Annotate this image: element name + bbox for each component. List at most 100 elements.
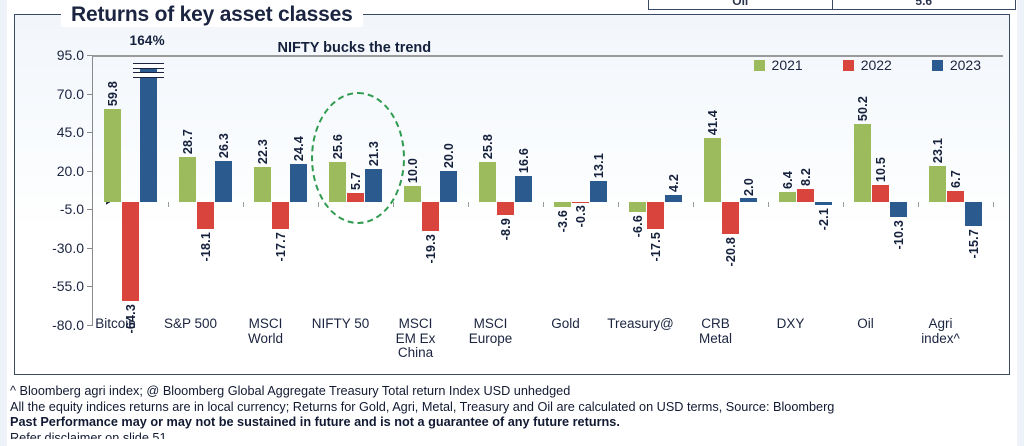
x-category-line: EM Ex	[395, 330, 436, 346]
bar-2023-treasury-[interactable]	[665, 195, 682, 202]
bar-2023-bitcoin[interactable]	[140, 69, 157, 202]
bar-group: 25.8 -8.9 16.6	[468, 55, 543, 325]
bar-2021-bitcoin[interactable]	[104, 109, 121, 202]
x-category-label-treasury-: Treasury@	[603, 316, 678, 332]
bar-2022-msci-em-ex-china[interactable]	[422, 201, 439, 232]
bar-2023-s-p-500[interactable]	[215, 160, 232, 202]
x-category-label-dxy: DXY	[753, 316, 828, 332]
y-tick-label: 70.0	[56, 85, 84, 102]
bar-2021-msci-europe[interactable]	[479, 161, 496, 202]
bar-2021-msci-world[interactable]	[254, 167, 271, 202]
bar-2022-msci-europe[interactable]	[497, 201, 514, 216]
cutoff-table-cell-value: 5.6	[831, 0, 1016, 9]
bar-2023-crb-metal[interactable]	[740, 198, 757, 202]
x-category-label-gold: Gold	[528, 316, 603, 332]
legend-label-2022: 2022	[860, 57, 892, 73]
bar-2022-bitcoin[interactable]	[122, 201, 139, 301]
footnote-line-2: All the equity indices returns are in lo…	[10, 399, 835, 414]
legend-item-2021[interactable]: 2021	[753, 57, 803, 73]
x-category-label-bitcoin: Bitcoin	[78, 316, 153, 332]
bar-2022-agri-index-[interactable]	[947, 191, 964, 202]
y-tick-label: -5.0	[59, 201, 84, 218]
legend-item-2022[interactable]: 2022	[842, 57, 892, 73]
x-category-line: Europe	[468, 330, 513, 346]
x-category-label-crb-metal: CRB Metal	[678, 316, 753, 346]
bar-value-label: -20.8	[723, 236, 738, 267]
bar-2021-gold[interactable]	[554, 201, 571, 208]
x-tick-mark	[393, 201, 394, 207]
x-tick-mark	[768, 201, 769, 207]
legend-label-2021: 2021	[771, 57, 803, 73]
bar-value-label: -19.3	[423, 234, 438, 264]
x-category-line: NIFTY 50	[311, 316, 370, 331]
bar-2023-msci-europe[interactable]	[515, 175, 532, 202]
bar-value-label: 22.3	[255, 139, 270, 165]
bar-2022-gold[interactable]	[572, 201, 589, 204]
bar-2023-oil[interactable]	[890, 201, 907, 218]
y-tick-label: 45.0	[56, 124, 84, 141]
bar-2022-msci-world[interactable]	[272, 201, 289, 229]
bar-2022-crb-metal[interactable]	[722, 201, 739, 234]
legend-item-2023[interactable]: 2023	[931, 57, 981, 73]
bar-2021-s-p-500[interactable]	[179, 157, 196, 202]
y-axis-line	[92, 55, 93, 325]
zero-line	[92, 55, 1003, 57]
x-tick-mark	[468, 201, 469, 207]
x-category-label-msci-europe: MSCI Europe	[453, 316, 528, 346]
bar-series-container: 59.8 -64.3 164% 28.7 -18.1 26.3 22.3 -17.7 24.4 2…	[93, 33, 994, 333]
y-tick-mark	[87, 325, 93, 326]
bar-2023-gold[interactable]	[590, 181, 607, 202]
bar-2022-treasury-[interactable]	[647, 201, 664, 229]
bar-2021-msci-em-ex-china[interactable]	[404, 186, 421, 202]
bar-group: 50.2 10.5 -10.3	[843, 55, 918, 325]
bar-2022-oil[interactable]	[872, 185, 889, 202]
y-tick-mark	[87, 132, 93, 134]
y-tick-mark	[87, 55, 93, 56]
footnote-line-1: ^ Bloomberg agri index; @ Bloomberg Glob…	[10, 384, 571, 398]
bar-2023-msci-world[interactable]	[290, 163, 307, 202]
axis-break-marker-icon	[133, 63, 164, 79]
bar-2022-s-p-500[interactable]	[197, 201, 214, 230]
bar-value-label: -0.3	[573, 205, 588, 228]
x-category-line: Agri	[928, 316, 953, 331]
bar-2023-dxy[interactable]	[815, 201, 832, 205]
bar-value-label: -17.7	[273, 231, 288, 262]
x-category-line: S&P 500	[163, 316, 218, 331]
bar-group: -6.6 -17.5 4.2	[618, 55, 693, 325]
bar-2021-treasury-[interactable]	[629, 201, 646, 212]
x-category-label-s-p-500: S&P 500	[153, 316, 228, 332]
bar-value-label: -6.6	[630, 214, 645, 238]
x-category-label-oil: Oil	[828, 316, 903, 332]
y-tick-label: -30.0	[52, 239, 84, 256]
x-category-line: Bitcoin	[95, 316, 136, 331]
y-tick-mark	[87, 209, 93, 211]
bar-value-label: 41.4	[705, 109, 720, 135]
x-category-line: Treasury@	[607, 316, 674, 331]
legend-label-2023: 2023	[949, 57, 981, 73]
x-tick-mark	[918, 201, 919, 207]
x-axis-categories: Bitcoin S&P 500 MSCI World NIFTY 50 MSCI EM Ex…	[78, 316, 978, 361]
legend-swatch-icon-2021	[753, 59, 765, 71]
footnotes: ^ Bloomberg agri index; @ Bloomberg Glob…	[10, 384, 1014, 439]
bar-2021-oil[interactable]	[854, 124, 871, 202]
x-category-line: Gold	[551, 316, 580, 331]
x-tick-mark	[243, 201, 244, 207]
bar-value-label: -15.7	[966, 228, 981, 259]
bar-2021-dxy[interactable]	[779, 191, 796, 202]
x-tick-mark	[843, 201, 844, 207]
x-category-line: CRB	[701, 316, 730, 331]
bar-2023-msci-em-ex-china[interactable]	[440, 170, 457, 202]
bar-2023-agri-index-[interactable]	[965, 201, 982, 226]
bar-value-label: 16.6	[516, 147, 531, 173]
bar-2021-crb-metal[interactable]	[704, 137, 721, 202]
bar-value-label: 4.2	[666, 174, 681, 193]
bar-value-label: 25.8	[480, 133, 495, 159]
x-tick-mark	[993, 201, 994, 207]
legend-swatch-icon-2022	[842, 59, 854, 71]
bar-2022-dxy[interactable]	[797, 188, 814, 202]
y-tick-label: -55.0	[52, 278, 84, 295]
x-tick-mark	[168, 201, 169, 207]
bar-group: 6.4 8.2 -2.1	[768, 55, 843, 325]
x-category-label-msci-em-ex-china: MSCI EM Ex China	[378, 316, 453, 361]
bar-2021-agri-index-[interactable]	[929, 165, 946, 202]
